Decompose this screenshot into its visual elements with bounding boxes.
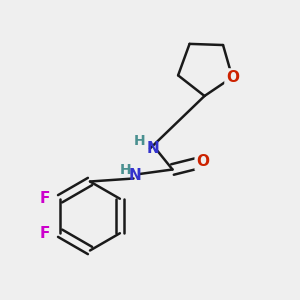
Text: H: H [134,134,145,148]
Text: N: N [129,168,141,183]
Text: O: O [226,70,239,85]
Text: H: H [120,163,132,176]
Text: N: N [147,141,159,156]
Text: F: F [40,226,50,241]
Text: F: F [40,191,50,206]
Text: O: O [196,154,209,169]
